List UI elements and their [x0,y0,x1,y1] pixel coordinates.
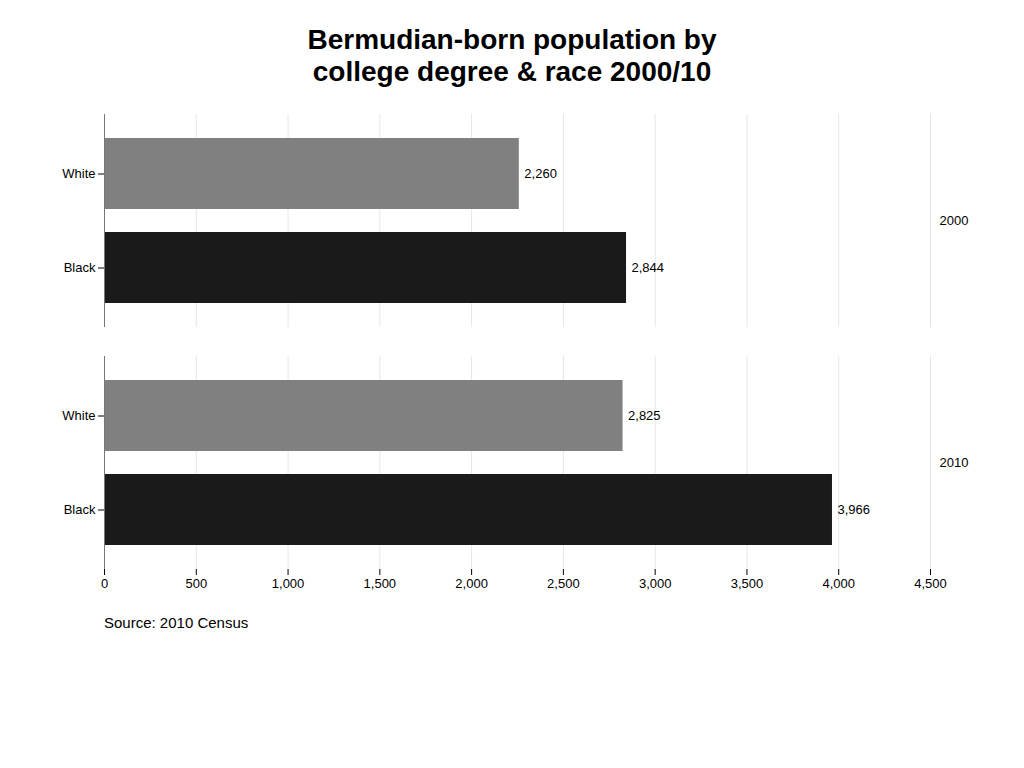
svg-text:500: 500 [185,576,207,591]
svg-text:4,000: 4,000 [822,576,855,591]
svg-text:0: 0 [101,576,108,591]
svg-text:2,500: 2,500 [547,576,580,591]
svg-text:White: White [62,408,95,423]
svg-text:2,844: 2,844 [632,260,665,275]
svg-text:2,825: 2,825 [628,408,661,423]
svg-text:2,000: 2,000 [455,576,488,591]
html-text:Source: 2010 Census: Source: 2010 Census [104,614,249,631]
svg-text:2,260: 2,260 [524,166,557,181]
svg-text:1,500: 1,500 [364,576,397,591]
svg-text:3,966: 3,966 [837,502,870,517]
svg-text:White: White [62,166,95,181]
svg-text:2010: 2010 [940,455,969,470]
svg-text:3,000: 3,000 [639,576,672,591]
svg-text:3,500: 3,500 [731,576,764,591]
html-text:Bermudian-born population by c: Bermudian-born population by college deg… [307,24,717,87]
svg-text:Black: Black [64,502,96,517]
svg-text:2000: 2000 [940,213,969,228]
svg-text:4,500: 4,500 [914,576,947,591]
svg-text:Black: Black [64,260,96,275]
svg-text:1,000: 1,000 [272,576,305,591]
